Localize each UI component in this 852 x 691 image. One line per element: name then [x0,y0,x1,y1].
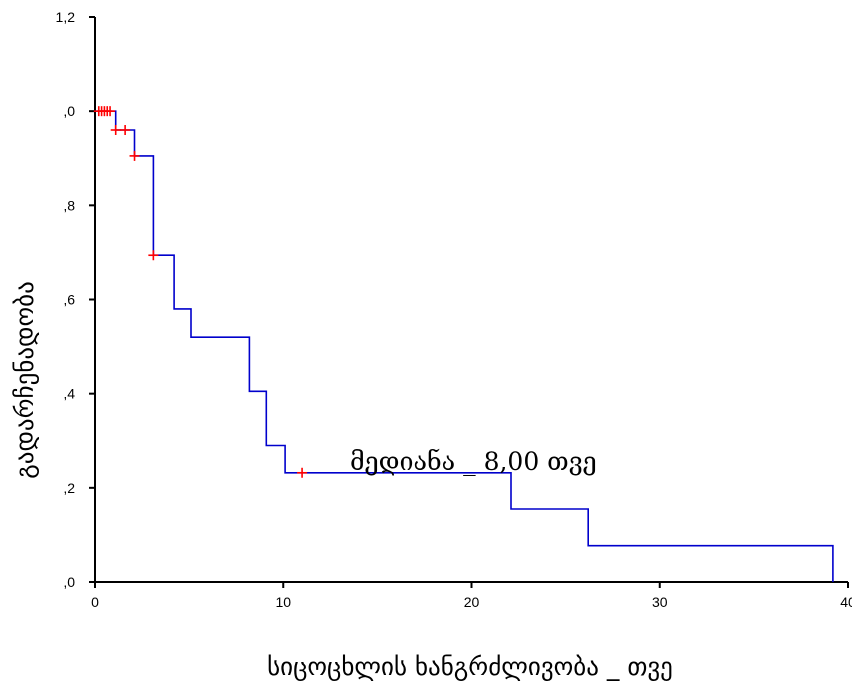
y-tick-labels: ,0 ,2 ,4 ,6 ,8 ,0 1,2 [56,9,95,590]
censored-mark [105,106,116,117]
censored-mark [110,125,121,135]
x-tick-labels: 0 10 20 30 40 [91,582,852,610]
y-tick-label: ,0 [63,103,75,119]
y-tick-label: ,8 [63,197,75,213]
censored-mark [120,125,131,135]
censored-marks [93,106,308,478]
survival-series [95,110,834,582]
y-tick-label: ,4 [63,386,75,402]
median-annotation: მედიანა _ 8,00 თვე [350,447,597,476]
y-tick-label: ,0 [63,574,75,590]
x-tick-label: 40 [840,594,852,610]
y-tick-label: 1,2 [56,9,76,25]
x-tick-label: 0 [91,594,99,610]
x-tick-label: 30 [652,594,668,610]
y-axis-title: გადარჩენადობა [10,281,39,479]
survival-step-line [95,110,834,582]
censored-mark [148,250,159,261]
y-tick-label: ,2 [63,480,75,496]
censored-mark [129,150,140,161]
x-tick-label: 10 [275,594,291,610]
x-tick-label: 20 [464,594,480,610]
axes [94,17,848,583]
censored-mark [297,467,308,478]
x-axis-title: სიცოცხლის ხანგრძლივობა _ თვე [267,652,673,681]
y-tick-label: ,6 [63,292,75,308]
